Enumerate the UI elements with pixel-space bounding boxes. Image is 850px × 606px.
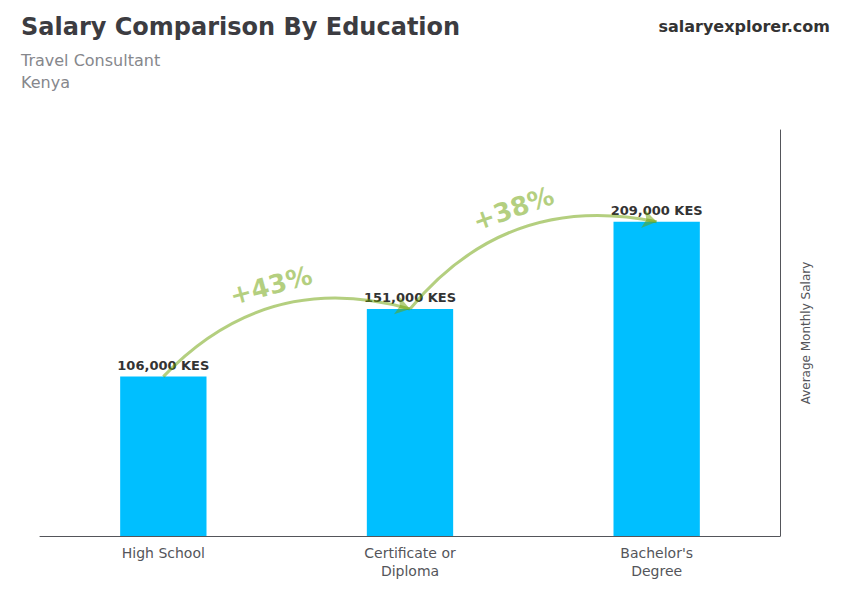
svg-text:+43%: +43% [226, 260, 315, 311]
svg-text:Degree: Degree [631, 563, 682, 579]
svg-text:Travel Consultant: Travel Consultant [20, 51, 160, 70]
svg-text:Average Monthly Salary: Average Monthly Salary [799, 262, 813, 405]
svg-text:209,000 KES: 209,000 KES [610, 202, 703, 218]
svg-text:High School: High School [122, 545, 205, 561]
svg-text:+38%: +38% [469, 180, 558, 236]
svg-text:Salary Comparison By Education: Salary Comparison By Education [21, 13, 460, 41]
svg-text:Bachelor's: Bachelor's [620, 545, 693, 561]
svg-text:salaryexplorer.com: salaryexplorer.com [658, 17, 830, 36]
svg-text:151,000 KES: 151,000 KES [364, 289, 456, 305]
svg-text:Kenya: Kenya [21, 73, 70, 92]
svg-text:106,000 KES: 106,000 KES [117, 358, 209, 373]
svg-text:Diploma: Diploma [381, 563, 439, 579]
svg-text:Certificate or: Certificate or [364, 545, 456, 561]
